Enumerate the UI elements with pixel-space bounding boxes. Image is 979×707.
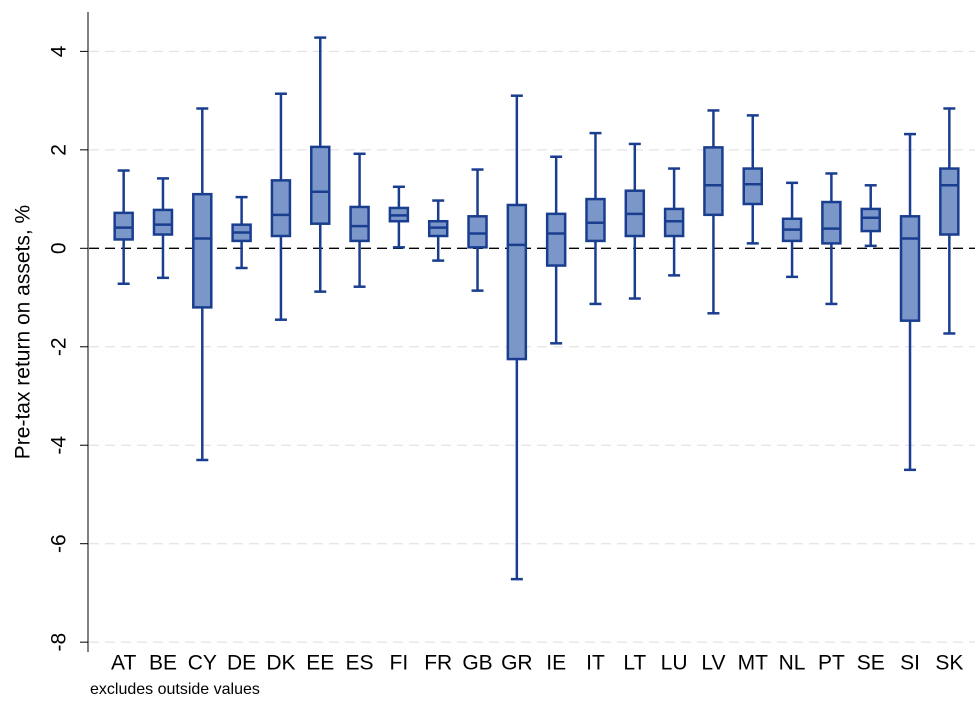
x-tick-label: MT [738,652,768,675]
y-tick-label: 0 [48,242,71,254]
y-axis-title: Pre-tax return on assets, % [12,205,35,459]
x-tick-label: LT [623,652,646,675]
x-tick-label: BE [149,652,177,675]
x-tick-label: FI [390,652,409,675]
x-tick-label: EE [306,652,334,675]
box [860,207,881,233]
y-tick-label: -4 [48,436,71,455]
box [742,167,763,206]
x-tick-label: GB [462,652,492,675]
x-tick-label: FR [424,652,452,675]
x-tick-label: IT [586,652,605,675]
box [152,208,174,236]
box [192,192,213,309]
box [349,205,370,243]
x-tick-label: ES [346,652,374,675]
x-tick-label: DE [227,652,256,675]
x-tick-label: SK [935,652,963,675]
box [821,200,842,245]
x-tick-label: GR [501,652,533,675]
box [310,145,331,225]
x-tick-label: LU [661,652,688,675]
y-tick-label: -8 [48,633,71,652]
x-tick-label: SE [857,652,885,675]
box [899,215,921,322]
y-tick-label: 2 [48,144,71,156]
box [506,203,528,361]
box [939,167,960,236]
y-tick-label: -2 [48,337,71,356]
x-tick-label: NL [779,652,806,675]
x-tick-label: LV [701,652,725,675]
x-tick-label: CY [188,652,217,675]
box [703,146,724,217]
note: excludes outside values [90,681,260,698]
x-tick-label: IE [546,652,566,675]
y-tick-label: 4 [48,45,71,57]
y-tick-label: -6 [48,534,71,553]
x-tick-label: DK [266,652,295,675]
box [270,179,292,238]
box [545,212,567,267]
x-tick-label: PT [818,652,845,675]
x-tick-label: SI [900,652,920,675]
box [113,211,134,241]
box [585,197,606,243]
x-tick-label: AT [111,652,136,675]
box [467,215,488,249]
